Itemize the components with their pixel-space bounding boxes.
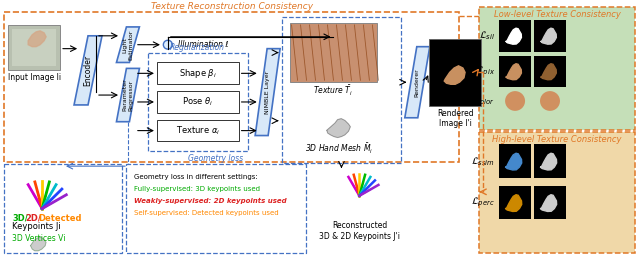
Text: Detected: Detected (38, 214, 82, 223)
Bar (534, 56, 566, 87)
Text: 3D/: 3D/ (12, 214, 28, 223)
Text: Low-level Texture Consistency: Low-level Texture Consistency (493, 10, 620, 19)
Text: Self-supervised: Detected keypoints used: Self-supervised: Detected keypoints used (134, 210, 278, 216)
Bar (499, 186, 531, 219)
Text: 3D Hand Mesh $\bar{M}_i$: 3D Hand Mesh $\bar{M}_i$ (305, 141, 374, 156)
Bar (8, 25, 60, 70)
Bar (534, 144, 566, 178)
Bar (157, 62, 239, 84)
Bar (479, 7, 635, 130)
Text: $\mathcal{L}_{color}$: $\mathcal{L}_{color}$ (469, 95, 495, 107)
Text: $\mathcal{L}_{sil}$: $\mathcal{L}_{sil}$ (479, 29, 495, 42)
Bar (4, 12, 459, 162)
Text: Texture $\bar{T}_i$: Texture $\bar{T}_i$ (314, 84, 353, 98)
Polygon shape (31, 237, 46, 251)
Text: Light
Estimator: Light Estimator (122, 30, 133, 60)
Bar (429, 39, 481, 106)
Bar (12, 29, 56, 66)
Bar (499, 56, 531, 87)
Text: Rendered
Image I'i: Rendered Image I'i (437, 109, 474, 128)
Text: Shape $\beta_i$: Shape $\beta_i$ (179, 67, 217, 80)
Circle shape (540, 91, 560, 111)
Bar (499, 20, 531, 52)
Bar (534, 186, 566, 219)
Polygon shape (506, 28, 522, 44)
Text: $\mathcal{L}_{perc}$: $\mathcal{L}_{perc}$ (471, 196, 495, 209)
Polygon shape (405, 47, 430, 118)
Circle shape (505, 91, 525, 111)
Polygon shape (541, 28, 556, 44)
Text: Keypoints Ji: Keypoints Ji (12, 223, 61, 232)
Text: High-level Texture Consistency: High-level Texture Consistency (492, 135, 621, 144)
Text: Geometry loss: Geometry loss (188, 154, 243, 163)
Text: Pose $\theta_i$: Pose $\theta_i$ (182, 96, 213, 108)
Polygon shape (116, 27, 140, 62)
Polygon shape (505, 195, 522, 212)
Bar (499, 144, 531, 178)
Text: 3D Vertices Vi: 3D Vertices Vi (12, 234, 66, 243)
Text: NIMBLE Layer: NIMBLE Layer (265, 70, 270, 114)
Bar (4, 164, 122, 253)
Text: Geometry loss in different settings:: Geometry loss in different settings: (134, 174, 258, 180)
Polygon shape (116, 68, 140, 122)
Text: Texture $\alpha_i$: Texture $\alpha_i$ (175, 124, 220, 137)
Text: $\mathcal{L}_{ssim}$: $\mathcal{L}_{ssim}$ (471, 155, 495, 168)
Bar (157, 91, 239, 113)
Text: Texture Reconstruction Consistency: Texture Reconstruction Consistency (150, 2, 313, 11)
Text: Fully-supervised: 3D keypoints used: Fully-supervised: 3D keypoints used (134, 186, 260, 192)
Bar (534, 20, 566, 52)
Text: Parameter
Regressor: Parameter Regressor (122, 79, 133, 112)
Polygon shape (444, 66, 465, 84)
Bar (148, 53, 248, 151)
Bar (289, 23, 378, 82)
Text: Illumination ℓ: Illumination ℓ (178, 40, 228, 49)
Bar (282, 17, 401, 163)
Text: $\mathcal{L}_{pix}$: $\mathcal{L}_{pix}$ (476, 65, 495, 78)
Bar (157, 120, 239, 141)
Polygon shape (28, 31, 46, 47)
Text: Reconstructed
3D & 2D Keypoints J'i: Reconstructed 3D & 2D Keypoints J'i (319, 222, 400, 241)
Text: Input Image Ii: Input Image Ii (8, 73, 61, 82)
Text: Weakly-supervised: 2D keypoints used: Weakly-supervised: 2D keypoints used (134, 198, 287, 204)
Polygon shape (74, 36, 102, 105)
Polygon shape (540, 195, 557, 212)
Polygon shape (541, 64, 556, 80)
Polygon shape (505, 153, 522, 170)
Text: Encoder: Encoder (83, 55, 93, 86)
Bar (126, 164, 305, 253)
Polygon shape (506, 64, 522, 80)
Text: 2D/: 2D/ (25, 214, 41, 223)
Text: Renderer: Renderer (415, 68, 420, 97)
Bar (479, 132, 635, 253)
Polygon shape (327, 119, 350, 137)
Polygon shape (255, 49, 280, 135)
Circle shape (163, 40, 172, 49)
Polygon shape (540, 153, 557, 170)
Text: Regularization: Regularization (170, 43, 225, 52)
